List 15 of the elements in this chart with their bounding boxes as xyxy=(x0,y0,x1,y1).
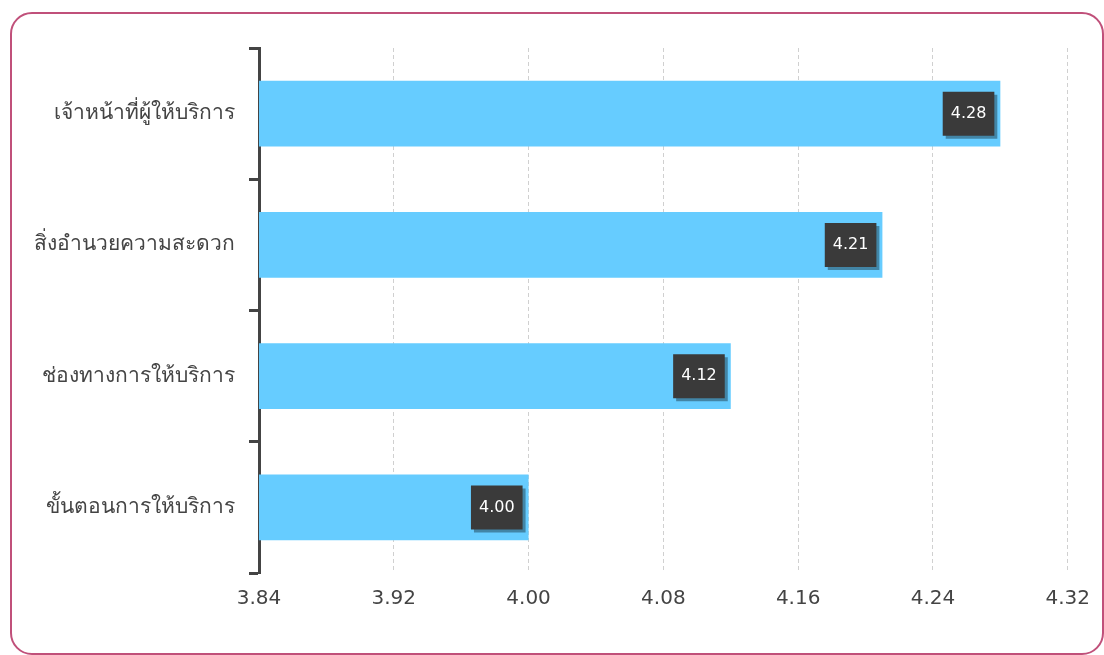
y-tick-label: เจ้าหน้าที่ผู้ให้บริการ xyxy=(54,97,235,126)
x-tick-label: 4.08 xyxy=(641,585,686,610)
x-tick-label: 4.16 xyxy=(775,585,821,610)
data-label: 4.21 xyxy=(832,234,869,254)
data-label: 4.12 xyxy=(681,365,717,385)
y-tick-label: ขั้นตอนการให้บริการ xyxy=(46,490,235,518)
x-tick-label: 3.84 xyxy=(236,585,282,610)
x-tick-label: 4.00 xyxy=(506,585,551,610)
y-tick-label: สิ่งอำนวยความสะดวก xyxy=(34,228,235,256)
y-tick-label: ช่องทางการให้บริการ xyxy=(42,362,235,387)
data-label: 4.28 xyxy=(950,102,987,122)
x-tick-label: 4.24 xyxy=(910,585,956,610)
data-label: 4.00 xyxy=(478,496,515,516)
x-tick-label: 3.92 xyxy=(371,585,417,610)
x-tick-label: 4.32 xyxy=(1045,585,1090,610)
